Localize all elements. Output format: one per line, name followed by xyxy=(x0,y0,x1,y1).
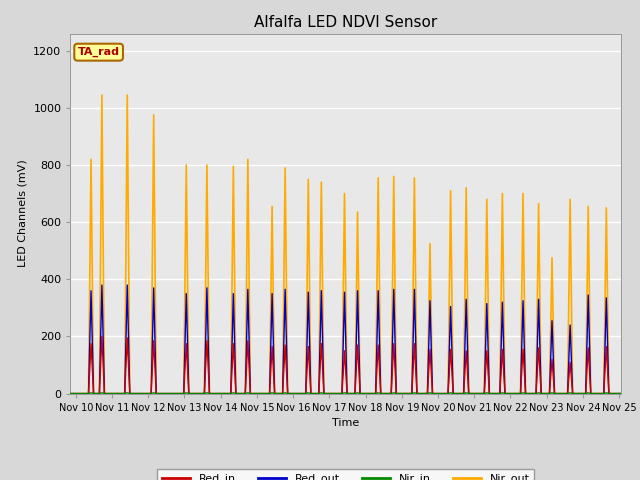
Title: Alfalfa LED NDVI Sensor: Alfalfa LED NDVI Sensor xyxy=(254,15,437,30)
Legend: Red_in, Red_out, Nir_in, Nir_out: Red_in, Red_out, Nir_in, Nir_out xyxy=(157,469,534,480)
Y-axis label: LED Channels (mV): LED Channels (mV) xyxy=(18,160,28,267)
Text: TA_rad: TA_rad xyxy=(77,47,120,57)
X-axis label: Time: Time xyxy=(332,418,359,428)
